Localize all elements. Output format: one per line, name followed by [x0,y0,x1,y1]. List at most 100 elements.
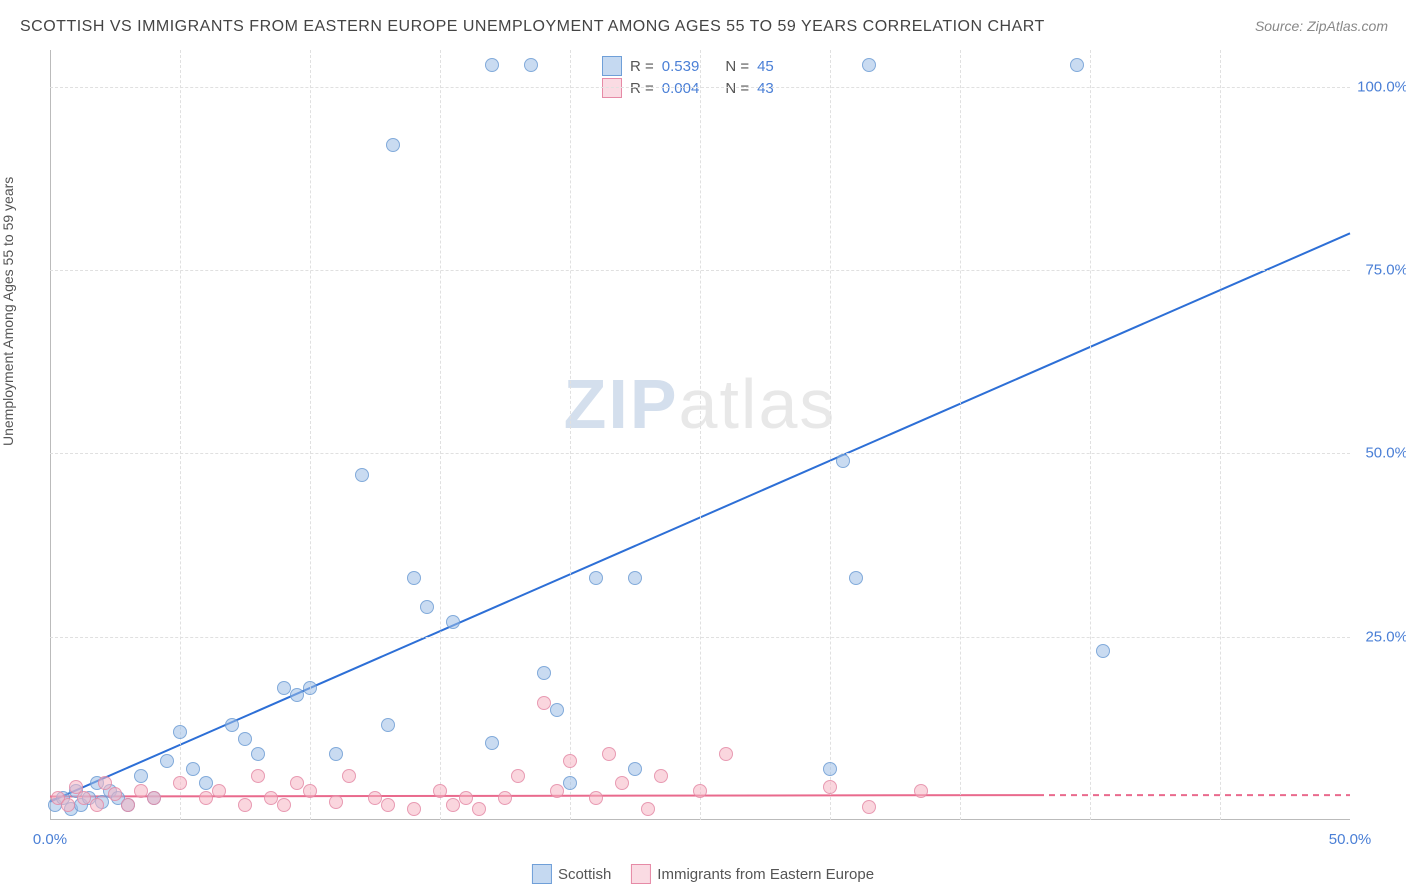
data-point-scottish [485,736,499,750]
data-point-immigrants [173,776,187,790]
r-value-scottish: 0.539 [662,58,700,75]
data-point-scottish [160,754,174,768]
data-point-scottish [329,747,343,761]
data-point-immigrants [77,791,91,805]
stats-row-scottish: R = 0.539 N = 45 [602,56,774,76]
chart-title: SCOTTISH VS IMMIGRANTS FROM EASTERN EURO… [20,18,1045,36]
bottom-legend: Scottish Immigrants from Eastern Europe [532,864,874,884]
data-point-immigrants [537,696,551,710]
data-point-immigrants [381,798,395,812]
data-point-scottish [823,762,837,776]
data-point-scottish [485,58,499,72]
legend-swatch-scottish [532,864,552,884]
data-point-scottish [238,732,252,746]
y-tick-label: 50.0% [1365,445,1406,462]
v-gridline [960,50,961,820]
data-point-scottish [199,776,213,790]
data-point-immigrants [498,791,512,805]
data-point-scottish [563,776,577,790]
x-tick-label: 0.0% [33,831,67,848]
data-point-scottish [251,747,265,761]
data-point-immigrants [459,791,473,805]
legend-label-immigrants: Immigrants from Eastern Europe [657,866,874,883]
data-point-immigrants [862,800,876,814]
n-label: N = [725,58,749,75]
data-point-scottish [849,571,863,585]
data-point-immigrants [134,784,148,798]
data-point-immigrants [719,747,733,761]
data-point-immigrants [693,784,707,798]
plot-area: ZIPatlas R =0.539N =45R =0.004N =43 25.0… [50,50,1350,820]
data-point-scottish [277,681,291,695]
data-point-immigrants [303,784,317,798]
y-tick-label: 100.0% [1357,78,1406,95]
n-label: N = [725,80,749,97]
legend-swatch-immigrants [631,864,651,884]
data-point-immigrants [342,769,356,783]
data-point-immigrants [654,769,668,783]
data-point-immigrants [61,798,75,812]
legend-label-scottish: Scottish [558,866,611,883]
r-label: R = [630,58,654,75]
data-point-immigrants [212,784,226,798]
data-point-immigrants [199,791,213,805]
data-point-scottish [186,762,200,776]
data-point-scottish [1096,644,1110,658]
x-tick-label: 50.0% [1329,831,1372,848]
data-point-immigrants [602,747,616,761]
data-point-immigrants [108,787,122,801]
data-point-immigrants [433,784,447,798]
v-gridline [830,50,831,820]
r-label: R = [630,80,654,97]
swatch-immigrants [602,78,622,98]
data-point-immigrants [368,791,382,805]
stats-row-immigrants: R =0.004N =43 [602,78,774,98]
data-point-scottish [420,600,434,614]
data-point-immigrants [914,784,928,798]
data-point-immigrants [238,798,252,812]
legend-item-immigrants: Immigrants from Eastern Europe [631,864,874,884]
data-point-scottish [628,571,642,585]
swatch-scottish [602,56,622,76]
v-gridline [440,50,441,820]
data-point-scottish [524,58,538,72]
data-point-scottish [589,571,603,585]
data-point-immigrants [147,791,161,805]
legend-item-scottish: Scottish [532,864,611,884]
data-point-scottish [407,571,421,585]
data-point-immigrants [511,769,525,783]
v-gridline [570,50,571,820]
v-gridline [180,50,181,820]
data-point-immigrants [277,798,291,812]
v-gridline [700,50,701,820]
v-gridline [1090,50,1091,820]
data-point-immigrants [615,776,629,790]
data-point-scottish [550,703,564,717]
data-point-immigrants [290,776,304,790]
data-point-scottish [225,718,239,732]
n-value-scottish: 45 [757,58,774,75]
data-point-immigrants [823,780,837,794]
data-point-immigrants [90,798,104,812]
data-point-scottish [355,468,369,482]
data-point-immigrants [563,754,577,768]
data-point-immigrants [251,769,265,783]
data-point-scottish [862,58,876,72]
data-point-scottish [836,454,850,468]
data-point-immigrants [550,784,564,798]
data-point-scottish [381,718,395,732]
data-point-immigrants [264,791,278,805]
data-point-scottish [537,666,551,680]
data-point-scottish [173,725,187,739]
v-gridline [1220,50,1221,820]
n-value-immigrants: 43 [757,80,774,97]
data-point-immigrants [121,798,135,812]
data-point-scottish [290,688,304,702]
y-tick-label: 25.0% [1365,628,1406,645]
stats-legend: R =0.539N =45R =0.004N =43 [596,50,780,104]
data-point-immigrants [641,802,655,816]
data-point-scottish [134,769,148,783]
data-point-immigrants [472,802,486,816]
y-tick-label: 75.0% [1365,262,1406,279]
source-attribution: Source: ZipAtlas.com [1255,18,1388,34]
